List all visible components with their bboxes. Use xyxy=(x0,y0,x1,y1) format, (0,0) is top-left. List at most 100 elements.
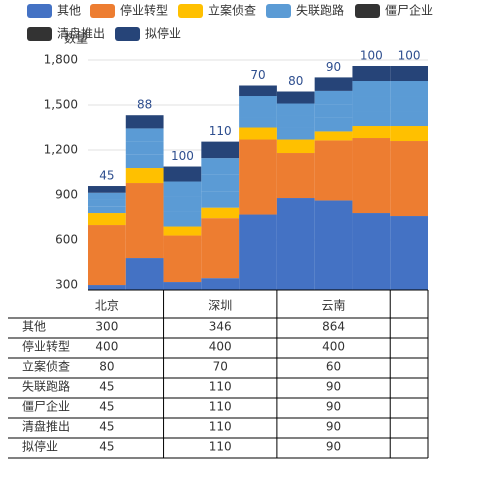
bar-segment xyxy=(239,127,277,140)
legend-swatch xyxy=(27,4,52,18)
bar-segment xyxy=(276,103,315,116)
table-row-label: 其他 xyxy=(22,320,46,334)
bar-segment xyxy=(352,66,391,82)
table-row-label: 清盘推出 xyxy=(22,419,70,434)
bar-segment xyxy=(352,138,391,214)
bar-segment xyxy=(125,128,164,142)
bar-segment xyxy=(201,158,240,175)
y-tick-label: 600 xyxy=(55,233,78,247)
bar-segment xyxy=(276,153,315,199)
bar-segment xyxy=(314,200,353,290)
table-cell: 90 xyxy=(326,380,341,394)
bar-segment xyxy=(201,174,240,192)
bar-segment xyxy=(239,96,277,107)
table-cell: 400 xyxy=(209,340,232,354)
table-cell: 110 xyxy=(209,400,232,414)
bar-segment xyxy=(201,141,240,159)
bar-segment xyxy=(352,126,391,139)
legend-swatch xyxy=(90,4,115,18)
bar-segment xyxy=(88,285,126,290)
bar-segment xyxy=(163,211,202,227)
bar-segment xyxy=(125,168,164,184)
legend-label: 立案侦查 xyxy=(208,3,256,18)
bar-segment xyxy=(276,115,315,128)
bar-segment xyxy=(314,104,353,118)
table-cell: 400 xyxy=(322,340,345,354)
bar-segment xyxy=(276,91,315,104)
bar-segment xyxy=(352,81,391,97)
bar-segment xyxy=(201,218,240,279)
legend-label: 清盘推出 xyxy=(57,26,105,41)
y-tick-label: 1,800 xyxy=(44,53,78,67)
table-header: 深圳 xyxy=(208,299,232,313)
bar-segment xyxy=(88,199,126,207)
legend-swatch xyxy=(115,27,140,41)
data-label: 110 xyxy=(209,124,232,138)
bar-segment xyxy=(88,192,126,200)
table-row-label: 拟停业 xyxy=(22,439,58,454)
bar-segment xyxy=(314,117,353,132)
table-cell: 60 xyxy=(326,360,341,374)
bar-segment xyxy=(390,111,428,127)
table-cell: 70 xyxy=(213,360,228,374)
bar-segment xyxy=(239,117,277,128)
data-label: 88 xyxy=(137,98,152,112)
data-label: 45 xyxy=(99,169,114,183)
legend-swatch xyxy=(27,27,52,41)
bar-segment xyxy=(88,186,126,193)
bar-segment xyxy=(125,154,164,169)
table-cell: 110 xyxy=(209,420,232,434)
bar-segment xyxy=(314,77,353,91)
bar-segment xyxy=(163,196,202,212)
table-cell: 45 xyxy=(99,380,114,394)
bar-segment xyxy=(239,139,277,215)
table-cell: 45 xyxy=(99,420,114,434)
table-cell: 45 xyxy=(99,400,114,414)
data-label: 100 xyxy=(360,49,383,63)
bar-segment xyxy=(390,126,428,142)
bar-segment xyxy=(163,282,202,290)
bar-segment xyxy=(314,90,353,105)
table-header: 云南 xyxy=(322,298,346,313)
table-header: 北京 xyxy=(95,299,119,313)
table-cell: 864 xyxy=(322,320,345,334)
bar-segment xyxy=(163,235,202,283)
bar-segment xyxy=(125,183,164,259)
bar-segment xyxy=(352,213,391,290)
bar-segment xyxy=(276,139,315,154)
data-label: 80 xyxy=(288,74,303,88)
table-cell: 110 xyxy=(209,440,232,454)
bar-segment xyxy=(125,258,164,290)
data-label: 70 xyxy=(250,68,265,82)
bar-segment xyxy=(201,278,240,290)
bar-segment xyxy=(125,115,164,129)
bar-segment xyxy=(88,206,126,214)
data-label: 90 xyxy=(326,60,341,74)
bar-segment xyxy=(314,131,353,141)
bar-segment xyxy=(390,96,428,112)
bar-segment xyxy=(239,214,277,290)
bar-segment xyxy=(352,96,391,112)
legend-swatch xyxy=(178,4,203,18)
table-cell: 45 xyxy=(99,440,114,454)
table-row-label: 停业转型 xyxy=(22,339,70,354)
data-label: 100 xyxy=(171,149,194,163)
bar-segment xyxy=(390,66,428,82)
bar-segment xyxy=(163,166,202,182)
y-tick-label: 1,200 xyxy=(44,143,78,157)
y-axis-label: 数量 xyxy=(64,31,88,46)
y-tick-label: 900 xyxy=(55,188,78,202)
table-row-label: 失联跑路 xyxy=(22,379,70,394)
bar-segment xyxy=(276,127,315,140)
bar-segment xyxy=(201,207,240,219)
bar-segment xyxy=(276,198,315,290)
table-row-label: 立案侦查 xyxy=(22,359,70,374)
table-cell: 90 xyxy=(326,420,341,434)
data-label: 100 xyxy=(398,49,421,63)
bar-segment xyxy=(390,216,428,290)
bar-segment xyxy=(88,225,126,286)
legend-label: 僵尸企业 xyxy=(385,3,433,18)
y-tick-label: 300 xyxy=(55,278,78,292)
table-cell: 300 xyxy=(95,320,118,334)
